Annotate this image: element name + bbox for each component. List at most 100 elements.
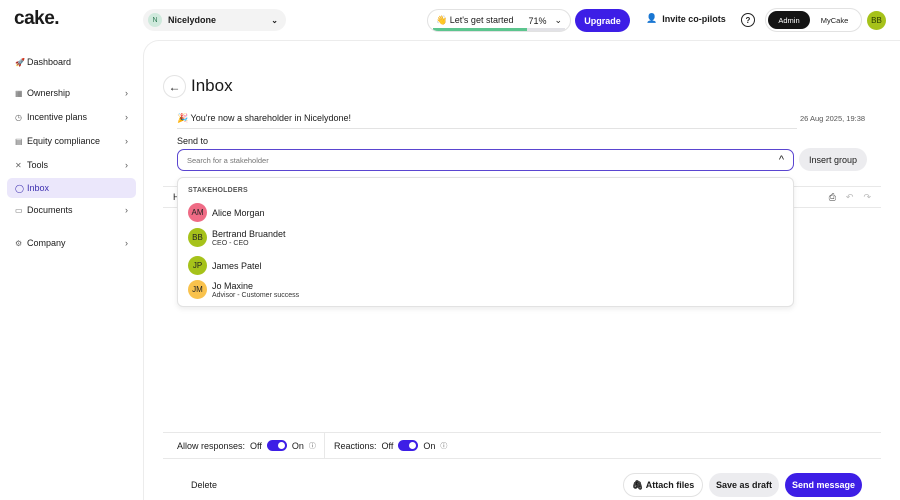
sidebar-item-label: Equity compliance — [27, 136, 101, 146]
attach-label: Attach files — [645, 480, 695, 490]
org-switcher[interactable]: N Nicelydone ⌄ — [143, 9, 286, 31]
stakeholder-option[interactable]: AM Alice Morgan — [188, 203, 265, 222]
chevron-right-icon: › — [125, 238, 128, 248]
on-label: On — [423, 440, 436, 451]
avatar: JM — [188, 280, 207, 299]
avatar: JP — [188, 256, 207, 275]
allow-responses-label: Allow responses: — [177, 440, 246, 451]
sidebar-item-label: Company — [27, 238, 66, 248]
clock-icon: ◷ — [15, 112, 22, 122]
sidebar-item-documents[interactable]: ▭ Documents › — [7, 200, 136, 220]
reactions-setting: Reactions: Off On ⓘ — [334, 440, 447, 451]
progress-fill — [433, 28, 527, 31]
delete-button[interactable]: Delete — [190, 480, 217, 490]
redo-icon[interactable]: ↷ — [863, 191, 871, 202]
sidebar-item-ownership[interactable]: ▦ Ownership › — [7, 83, 136, 103]
sidebar-item-company[interactable]: ⚙ Company › — [7, 233, 136, 253]
sidebar-item-tools[interactable]: ✕ Tools › — [7, 155, 136, 175]
attach-files-button[interactable]: 🖇 Attach files — [623, 473, 703, 497]
back-button[interactable]: ← — [163, 75, 186, 98]
chevron-right-icon: › — [125, 205, 128, 215]
chevron-right-icon: › — [125, 112, 128, 122]
off-label: Off — [381, 440, 394, 451]
message-subject[interactable]: 🎉 You're now a shareholder in Nicelydone… — [177, 113, 352, 123]
reactions-label: Reactions: — [334, 440, 377, 451]
getting-started-label: 👋 Let's get started — [436, 15, 514, 25]
sidebar-item-label: Dashboard — [27, 57, 72, 67]
progress-bar — [433, 28, 565, 31]
grid-icon: ▦ — [15, 88, 23, 98]
save-draft-button[interactable]: Save as draft — [709, 473, 779, 497]
add-user-icon: 👤 — [646, 13, 658, 23]
page-title: Inbox — [191, 76, 233, 95]
tools-icon: ✕ — [15, 160, 22, 170]
upgrade-button[interactable]: Upgrade — [575, 9, 630, 32]
stakeholder-role: CEO - CEO — [212, 239, 249, 247]
info-icon[interactable]: ⓘ — [308, 442, 316, 450]
sidebar-item-label: Incentive plans — [27, 112, 88, 122]
sidebar-item-dashboard[interactable]: 🚀 Dashboard — [7, 52, 136, 72]
heading-button[interactable]: H — [173, 192, 180, 202]
sidebar-item-label: Tools — [27, 160, 49, 170]
stakeholder-role: Advisor - Customer success — [212, 291, 300, 299]
org-name: Nicelydone — [168, 15, 217, 25]
folder-icon: ▭ — [15, 205, 23, 215]
off-label: Off — [250, 440, 262, 451]
divider — [177, 128, 797, 129]
stakeholder-name: Bertrand Bruandet — [212, 228, 286, 239]
sidebar-item-equity-compliance[interactable]: ▤ Equity compliance › — [7, 131, 136, 151]
mode-toggle[interactable]: Admin MyCake — [765, 8, 862, 32]
progress-percent: 71% — [528, 15, 547, 26]
org-avatar: N — [148, 13, 162, 27]
undo-icon[interactable]: ↶ — [845, 191, 854, 202]
sidebar-item-label: Inbox — [27, 183, 50, 193]
save-icon[interactable]: ⎙ — [828, 191, 836, 202]
invite-copilots-button[interactable]: 👤 Invite co-pilots — [646, 13, 726, 24]
gear-icon: ⚙ — [15, 238, 23, 248]
stakeholder-search[interactable]: ^ — [177, 149, 794, 171]
stakeholder-option[interactable]: JM Jo Maxine Advisor - Customer success — [188, 280, 299, 299]
cake-logo[interactable]: cake. — [14, 8, 60, 29]
allow-responses-setting: Allow responses: Off On ⓘ — [177, 440, 316, 451]
help-icon[interactable]: ? — [741, 13, 755, 27]
rocket-icon: 🚀 — [15, 57, 25, 67]
user-avatar[interactable]: BB — [867, 11, 886, 30]
main-panel — [143, 40, 900, 500]
getting-started-button[interactable]: 👋 Let's get started 71% ⌄ — [427, 9, 571, 32]
invite-label: Invite co-pilots — [662, 13, 726, 24]
stakeholder-dropdown: STAKEHOLDERS AM Alice Morgan BB Bertrand Br… — [177, 177, 794, 307]
sidebar-item-label: Ownership — [27, 88, 71, 98]
chevron-up-icon[interactable]: ^ — [778, 154, 784, 166]
chevron-down-icon: ⌄ — [554, 15, 562, 25]
reactions-toggle[interactable] — [398, 440, 419, 451]
sidebar-item-label: Documents — [27, 205, 73, 215]
chevron-right-icon: › — [125, 136, 128, 146]
paperclip-icon: 🖇 — [631, 479, 646, 490]
chevron-right-icon: › — [125, 88, 128, 98]
send-to-label: Send to — [177, 136, 209, 146]
chevron-right-icon: › — [125, 160, 128, 170]
stakeholder-name: Jo Maxine — [212, 280, 254, 291]
dropdown-header: STAKEHOLDERS — [188, 187, 248, 194]
on-label: On — [291, 440, 304, 451]
mode-admin[interactable]: Admin — [768, 11, 810, 29]
mode-mycake[interactable]: MyCake — [820, 15, 849, 25]
message-settings: Allow responses: Off On ⓘ Reactions: Off On ⓘ — [163, 432, 881, 459]
stakeholder-name: Alice Morgan — [212, 207, 265, 218]
divider — [324, 433, 325, 459]
stakeholder-option[interactable]: JP James Patel — [188, 256, 262, 275]
allow-responses-toggle[interactable] — [266, 440, 287, 451]
chevron-down-icon: ⌄ — [271, 15, 278, 25]
message-date: 26 Aug 2025, 19:38 — [800, 114, 866, 123]
send-message-button[interactable]: Send message — [785, 473, 862, 497]
stakeholder-search-input[interactable] — [187, 155, 779, 165]
stakeholder-option[interactable]: BB Bertrand Bruandet CEO - CEO — [188, 228, 286, 247]
sidebar-item-inbox[interactable]: ◯ Inbox — [7, 178, 136, 198]
insert-group-button[interactable]: Insert group — [799, 148, 867, 171]
stakeholder-name: James Patel — [212, 260, 262, 271]
info-icon[interactable]: ⓘ — [440, 442, 448, 450]
chat-icon: ◯ — [15, 183, 24, 193]
avatar: BB — [188, 228, 207, 247]
sidebar-item-incentive-plans[interactable]: ◷ Incentive plans › — [7, 107, 136, 127]
clipboard-icon: ▤ — [15, 136, 23, 146]
